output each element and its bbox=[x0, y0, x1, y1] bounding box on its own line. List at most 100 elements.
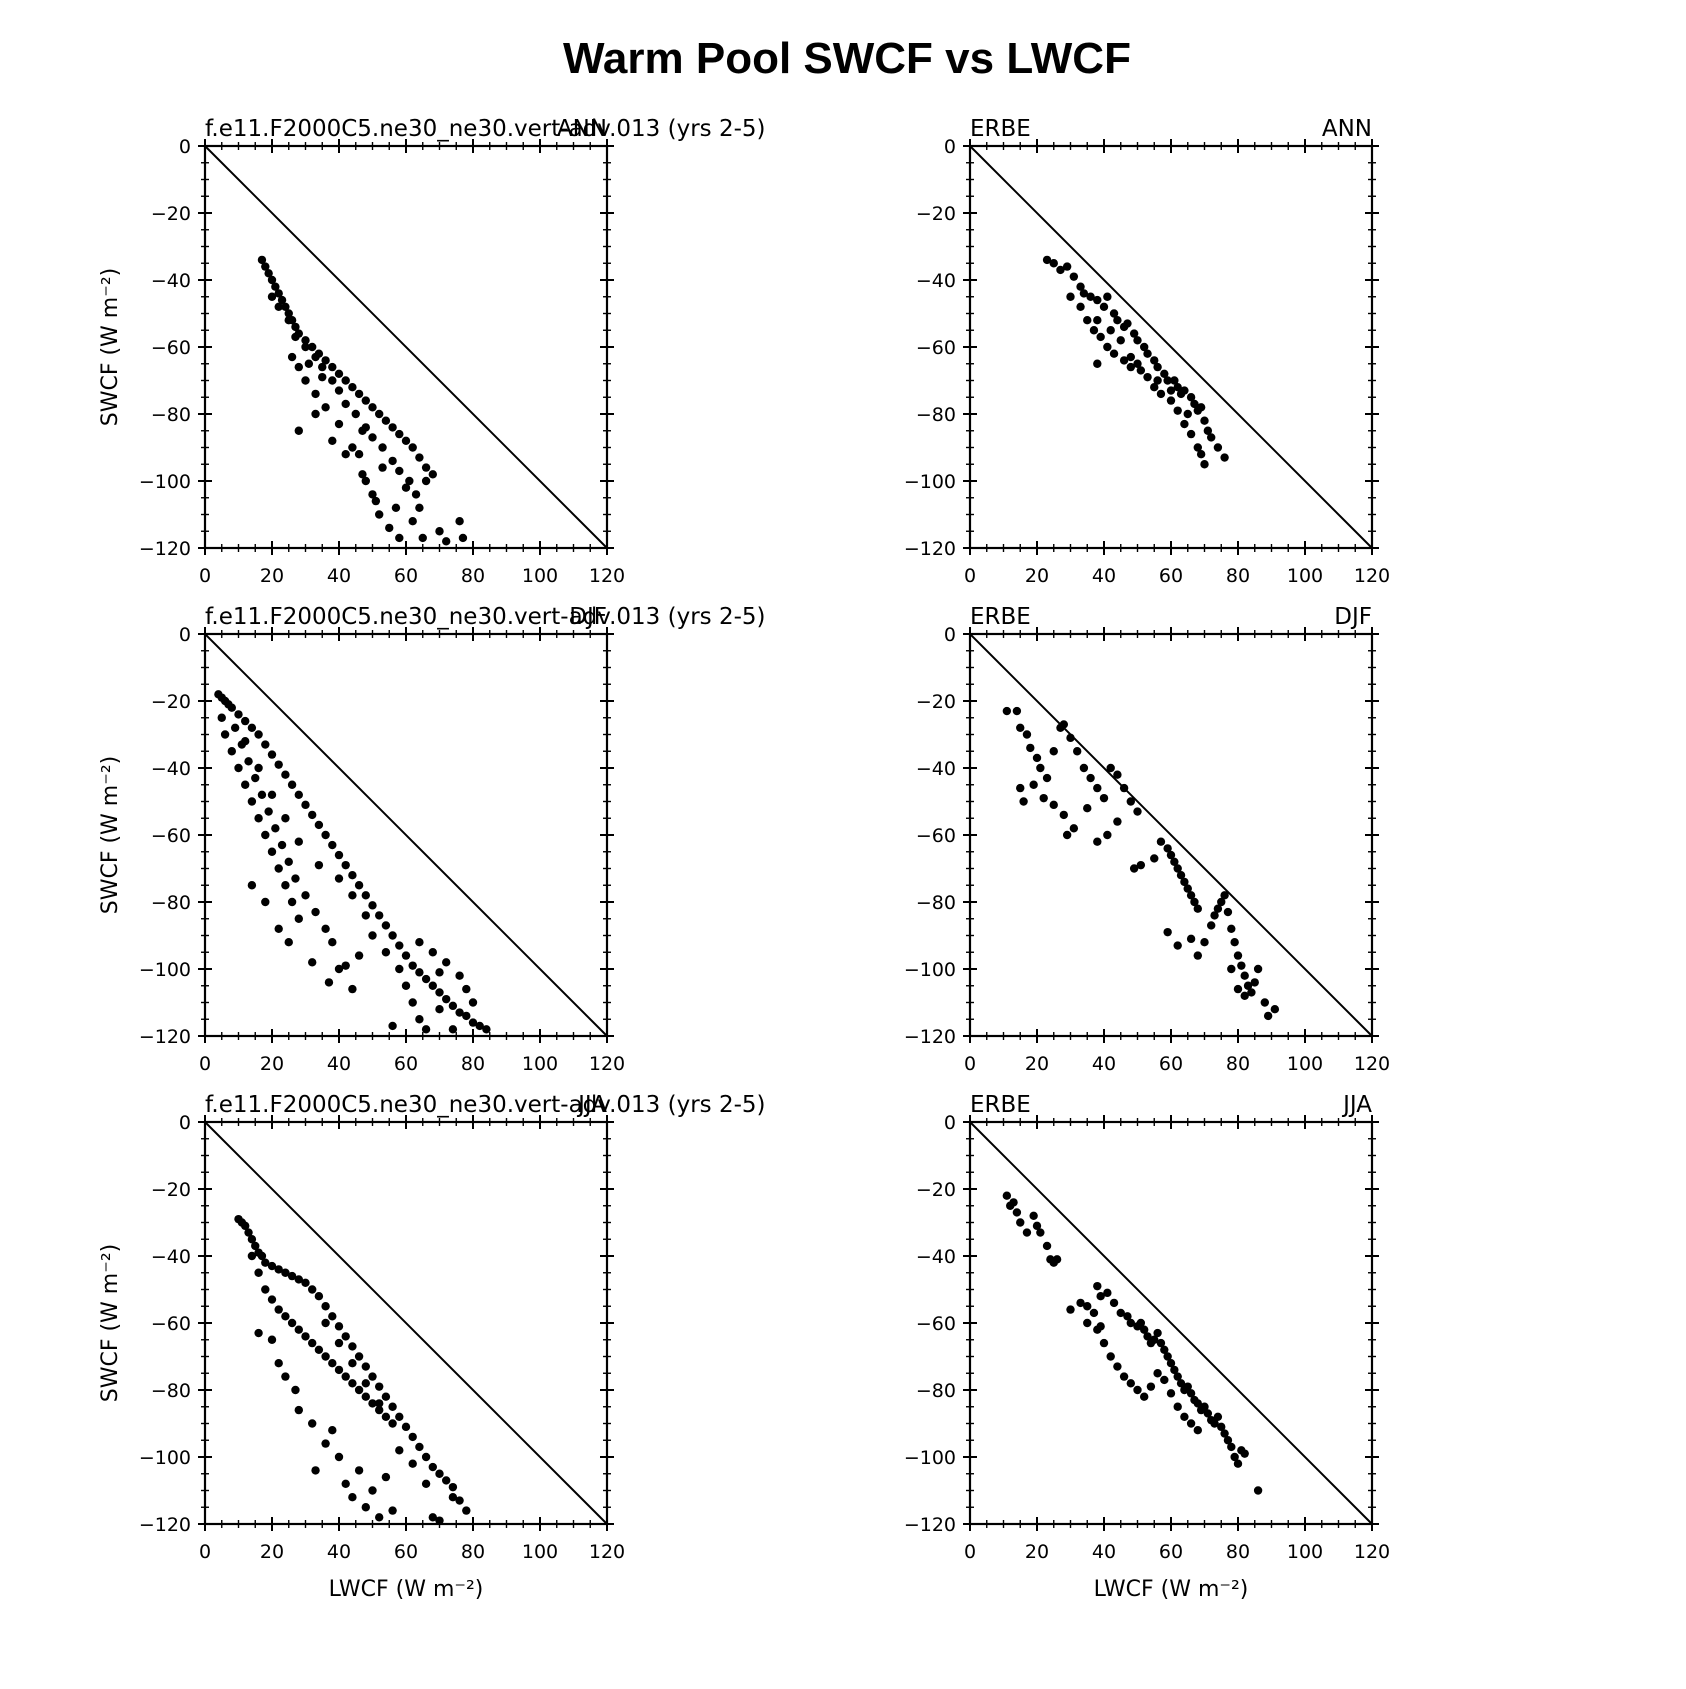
data-points bbox=[1002, 706, 1280, 1021]
data-point bbox=[1083, 1318, 1092, 1328]
data-point bbox=[254, 763, 263, 773]
data-point bbox=[294, 426, 303, 435]
data-point bbox=[1223, 1436, 1233, 1445]
data-point bbox=[1260, 998, 1270, 1007]
y-tick-label: 0 bbox=[944, 1112, 956, 1134]
data-point bbox=[415, 453, 424, 462]
data-point bbox=[1220, 891, 1229, 900]
data-point bbox=[368, 1399, 377, 1408]
data-point bbox=[1173, 864, 1182, 873]
data-point bbox=[1099, 1338, 1109, 1348]
x-tick-label: 100 bbox=[1287, 1053, 1323, 1075]
data-point bbox=[287, 1271, 297, 1281]
data-point bbox=[1119, 356, 1129, 365]
data-point bbox=[1143, 1332, 1152, 1341]
data-point bbox=[442, 994, 451, 1004]
data-point bbox=[271, 282, 280, 291]
data-point bbox=[1190, 897, 1199, 907]
y-tick-label: −100 bbox=[904, 959, 956, 981]
data-point bbox=[328, 938, 337, 947]
data-point bbox=[328, 376, 337, 385]
data-point bbox=[354, 1385, 364, 1395]
data-point bbox=[1093, 316, 1102, 325]
data-point bbox=[408, 517, 417, 526]
data-point bbox=[1083, 1302, 1092, 1311]
data-point bbox=[341, 1372, 350, 1381]
data-point bbox=[1240, 991, 1249, 1000]
data-point bbox=[281, 1372, 290, 1381]
data-point bbox=[435, 1005, 444, 1014]
data-point bbox=[455, 971, 464, 980]
y-tick-label: −120 bbox=[904, 1026, 956, 1048]
x-tick-label: 0 bbox=[199, 1541, 211, 1563]
data-point bbox=[328, 1426, 337, 1435]
data-point bbox=[314, 1345, 324, 1355]
y-tick-label: −100 bbox=[904, 1447, 956, 1469]
data-point bbox=[1022, 1228, 1032, 1237]
data-point bbox=[1093, 837, 1102, 846]
y-tick-label: −20 bbox=[916, 691, 956, 713]
data-point bbox=[334, 1338, 344, 1348]
data-point bbox=[1203, 1409, 1213, 1418]
data-point bbox=[435, 1516, 444, 1525]
data-point bbox=[334, 850, 344, 860]
x-axis-title: LWCF (W m⁻²) bbox=[1094, 1577, 1249, 1602]
data-point bbox=[1069, 824, 1079, 833]
data-point bbox=[281, 770, 290, 779]
panel-right-label: DJF bbox=[1334, 604, 1372, 630]
data-point bbox=[294, 1325, 303, 1334]
data-point bbox=[368, 1372, 377, 1381]
data-point bbox=[468, 1018, 478, 1027]
x-tick-label: 0 bbox=[964, 565, 976, 587]
data-point bbox=[1069, 272, 1079, 281]
data-point bbox=[244, 757, 253, 766]
panel-right-label: JJA bbox=[576, 1092, 607, 1118]
data-point bbox=[1200, 460, 1209, 469]
data-point bbox=[375, 1382, 384, 1391]
data-point bbox=[361, 1392, 370, 1401]
reference-line bbox=[204, 145, 608, 549]
data-point bbox=[1220, 453, 1229, 462]
data-point bbox=[308, 1419, 317, 1428]
data-point bbox=[1180, 877, 1189, 887]
x-tick-label: 100 bbox=[1287, 565, 1323, 587]
data-point bbox=[1230, 938, 1239, 947]
data-point bbox=[321, 1352, 330, 1361]
y-tick-label: −60 bbox=[916, 825, 956, 847]
data-point bbox=[428, 981, 437, 990]
data-point bbox=[247, 1251, 257, 1261]
data-point bbox=[448, 1025, 458, 1034]
y-tick-label: −20 bbox=[916, 1179, 956, 1201]
data-point bbox=[267, 790, 277, 799]
data-point bbox=[1103, 1288, 1112, 1298]
data-point bbox=[1042, 255, 1052, 265]
data-point bbox=[341, 1332, 350, 1341]
data-point bbox=[1016, 783, 1025, 793]
data-point bbox=[1079, 763, 1089, 773]
data-point bbox=[1223, 907, 1233, 917]
data-point bbox=[1119, 783, 1129, 793]
y-tick-label: −40 bbox=[916, 1246, 956, 1268]
data-point bbox=[334, 386, 344, 395]
data-point bbox=[401, 436, 411, 445]
data-point bbox=[348, 1493, 357, 1502]
data-point bbox=[274, 924, 283, 933]
data-point bbox=[261, 830, 270, 840]
data-point bbox=[314, 820, 324, 830]
data-point bbox=[1039, 793, 1048, 803]
data-point bbox=[1150, 1335, 1159, 1344]
data-point bbox=[475, 1021, 484, 1031]
data-point bbox=[1150, 356, 1159, 365]
y-tick-label: −120 bbox=[904, 1514, 956, 1536]
data-point bbox=[1133, 359, 1142, 368]
reference-line bbox=[204, 1121, 608, 1525]
data-point bbox=[1210, 911, 1219, 920]
data-point bbox=[1213, 443, 1223, 452]
data-point bbox=[1176, 871, 1186, 880]
data-point bbox=[220, 730, 230, 739]
data-point bbox=[1186, 1419, 1196, 1428]
data-point bbox=[1052, 1255, 1062, 1264]
data-point bbox=[428, 948, 437, 957]
data-point bbox=[1203, 426, 1213, 435]
data-point bbox=[361, 911, 370, 920]
